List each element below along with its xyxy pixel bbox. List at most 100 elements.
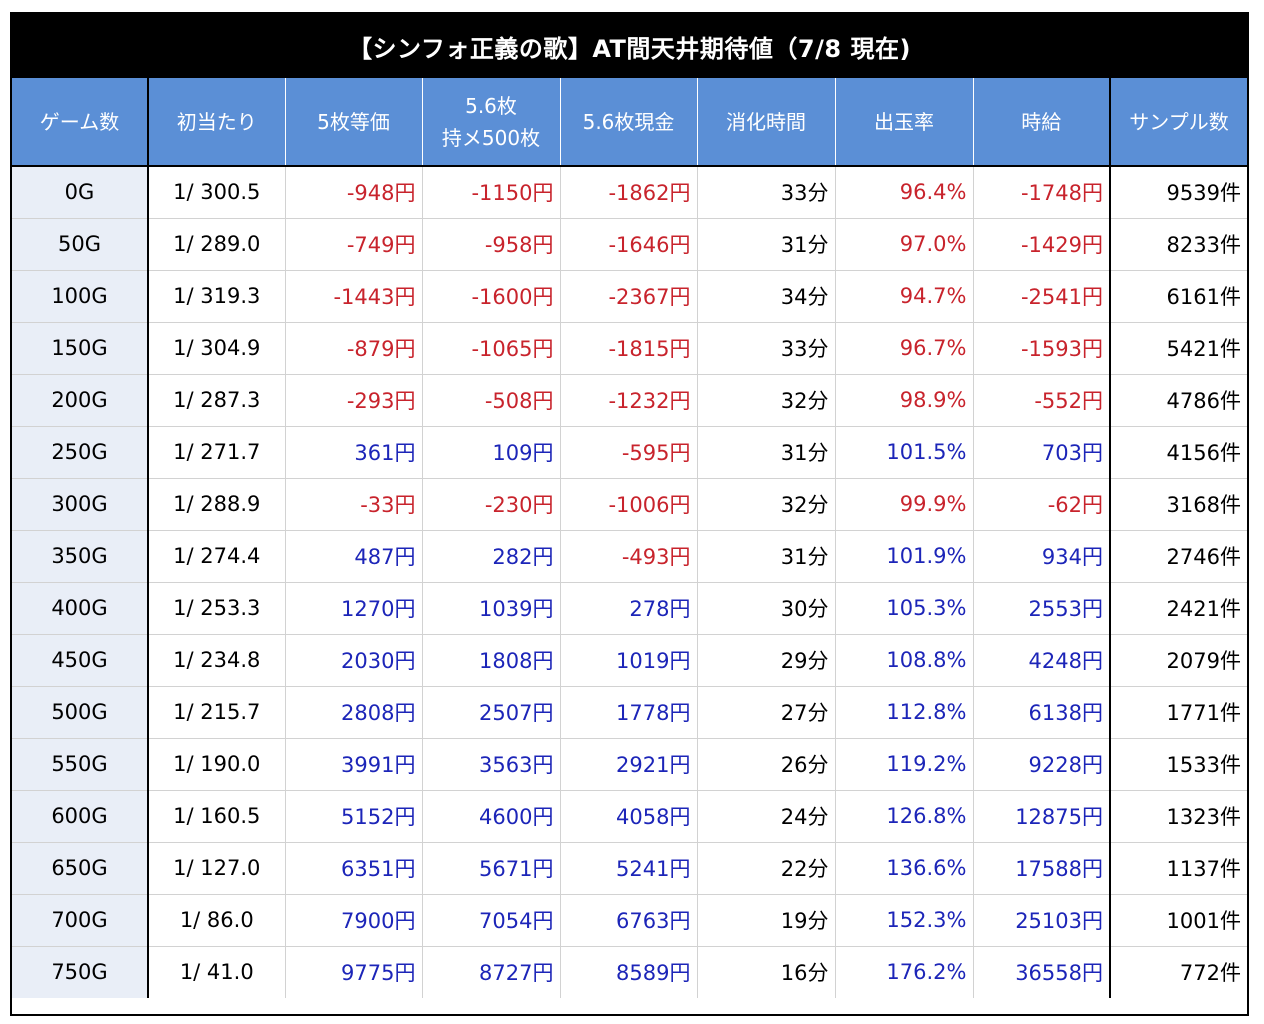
header-game-count: ゲーム数 — [12, 78, 148, 167]
cell-first-hit: 1/ 253.3 — [147, 582, 285, 635]
expected-value-sheet: 【シンフォ正義の歌】AT間天井期待値（7/8 現在) ゲーム数 初当たり 5枚等… — [10, 12, 1249, 1016]
cell-5-6-cash: -1232円 — [559, 374, 697, 427]
cell-sample-count: 1323件 — [1109, 790, 1247, 843]
cell-payout-rate: 94.7% — [834, 270, 973, 323]
cell-hourly-wage: -1748円 — [972, 166, 1110, 219]
header-play-time: 消化時間 — [696, 78, 835, 167]
cell-sample-count: 1001件 — [1109, 894, 1247, 947]
table-row: 100G 1/ 319.3 -1443円 -1600円 -2367円 34分 94.7% -2… — [12, 270, 1247, 323]
cell-sample-count: 772件 — [1109, 946, 1247, 998]
cell-5-equal: 1270円 — [284, 582, 422, 635]
cell-5-6-mochi: 7054円 — [421, 894, 560, 947]
cell-sample-count: 9539件 — [1109, 166, 1247, 219]
cell-payout-rate: 112.8% — [834, 686, 973, 739]
cell-first-hit: 1/ 300.5 — [147, 166, 285, 219]
cell-sample-count: 4786件 — [1109, 374, 1247, 427]
table-row: 200G 1/ 287.3 -293円 -508円 -1232円 32分 98.9% -552… — [12, 374, 1247, 427]
cell-sample-count: 2746件 — [1109, 530, 1247, 583]
cell-payout-rate: 97.0% — [834, 218, 973, 271]
cell-game-count: 200G — [12, 374, 148, 427]
cell-play-time: 31分 — [696, 218, 835, 271]
cell-first-hit: 1/ 271.7 — [147, 426, 285, 479]
cell-5-6-mochi: 8727円 — [421, 946, 560, 998]
header-row: ゲーム数 初当たり 5枚等価 5.6枚 持メ500枚 5.6枚現金 消化時間 出… — [12, 78, 1247, 167]
cell-game-count: 550G — [12, 738, 148, 791]
cell-play-time: 32分 — [696, 374, 835, 427]
header-5-equal: 5枚等価 — [284, 78, 422, 167]
cell-sample-count: 4156件 — [1109, 426, 1247, 479]
cell-5-equal: 2030円 — [284, 634, 422, 687]
cell-payout-rate: 108.8% — [834, 634, 973, 687]
table-row: 750G 1/ 41.0 9775円 8727円 8589円 16分 176.2% 36558… — [12, 946, 1247, 998]
cell-5-6-mochi: -230円 — [421, 478, 560, 531]
table-row: 700G 1/ 86.0 7900円 7054円 6763円 19分 152.3% 25103… — [12, 894, 1247, 947]
cell-5-equal: 361円 — [284, 426, 422, 479]
cell-hourly-wage: 2553円 — [972, 582, 1110, 635]
table-row: 500G 1/ 215.7 2808円 2507円 1778円 27分 112.8% 6138… — [12, 686, 1247, 739]
cell-game-count: 650G — [12, 842, 148, 895]
cell-5-6-cash: 278円 — [559, 582, 697, 635]
cell-5-6-cash: -493円 — [559, 530, 697, 583]
cell-hourly-wage: 12875円 — [972, 790, 1110, 843]
cell-5-6-mochi: -958円 — [421, 218, 560, 271]
cell-game-count: 500G — [12, 686, 148, 739]
cell-hourly-wage: 36558円 — [972, 946, 1110, 998]
header-first-hit: 初当たり — [147, 78, 285, 167]
cell-hourly-wage: -62円 — [972, 478, 1110, 531]
cell-play-time: 26分 — [696, 738, 835, 791]
table-row: 400G 1/ 253.3 1270円 1039円 278円 30分 105.3% 2553円… — [12, 582, 1247, 635]
cell-sample-count: 2079件 — [1109, 634, 1247, 687]
cell-first-hit: 1/ 274.4 — [147, 530, 285, 583]
cell-5-equal: -948円 — [284, 166, 422, 219]
cell-5-6-cash: 1778円 — [559, 686, 697, 739]
cell-sample-count: 1137件 — [1109, 842, 1247, 895]
cell-5-6-cash: 6763円 — [559, 894, 697, 947]
cell-first-hit: 1/ 287.3 — [147, 374, 285, 427]
cell-5-6-cash: 1019円 — [559, 634, 697, 687]
cell-first-hit: 1/ 234.8 — [147, 634, 285, 687]
header-sample-count: サンプル数 — [1109, 78, 1247, 167]
cell-hourly-wage: 9228円 — [972, 738, 1110, 791]
cell-payout-rate: 176.2% — [834, 946, 973, 998]
cell-5-6-cash: 2921円 — [559, 738, 697, 791]
cell-game-count: 50G — [12, 218, 148, 271]
cell-payout-rate: 101.5% — [834, 426, 973, 479]
cell-game-count: 250G — [12, 426, 148, 479]
cell-sample-count: 5421件 — [1109, 322, 1247, 375]
cell-first-hit: 1/ 190.0 — [147, 738, 285, 791]
cell-5-6-cash: -1815円 — [559, 322, 697, 375]
header-5-6-mochi: 5.6枚 持メ500枚 — [421, 78, 560, 167]
cell-game-count: 600G — [12, 790, 148, 843]
cell-5-6-mochi: 3563円 — [421, 738, 560, 791]
cell-5-equal: 3991円 — [284, 738, 422, 791]
cell-5-6-cash: -1862円 — [559, 166, 697, 219]
cell-game-count: 450G — [12, 634, 148, 687]
table-row: 0G 1/ 300.5 -948円 -1150円 -1862円 33分 96.4% -1748… — [12, 166, 1247, 219]
cell-5-6-cash: -1646円 — [559, 218, 697, 271]
cell-sample-count: 8233件 — [1109, 218, 1247, 271]
cell-payout-rate: 98.9% — [834, 374, 973, 427]
cell-payout-rate: 126.8% — [834, 790, 973, 843]
table-row: 150G 1/ 304.9 -879円 -1065円 -1815円 33分 96.7% -15… — [12, 322, 1247, 375]
cell-play-time: 31分 — [696, 530, 835, 583]
cell-play-time: 29分 — [696, 634, 835, 687]
cell-payout-rate: 99.9% — [834, 478, 973, 531]
cell-5-equal: -879円 — [284, 322, 422, 375]
cell-first-hit: 1/ 86.0 — [147, 894, 285, 947]
cell-play-time: 32分 — [696, 478, 835, 531]
cell-payout-rate: 152.3% — [834, 894, 973, 947]
cell-game-count: 700G — [12, 894, 148, 947]
cell-game-count: 750G — [12, 946, 148, 998]
table-body: 0G 1/ 300.5 -948円 -1150円 -1862円 33分 96.4% -1748… — [12, 166, 1247, 998]
cell-hourly-wage: -552円 — [972, 374, 1110, 427]
cell-play-time: 33分 — [696, 322, 835, 375]
cell-play-time: 33分 — [696, 166, 835, 219]
cell-5-equal: -33円 — [284, 478, 422, 531]
cell-game-count: 100G — [12, 270, 148, 323]
cell-payout-rate: 119.2% — [834, 738, 973, 791]
header-payout-rate: 出玉率 — [834, 78, 973, 167]
cell-hourly-wage: 934円 — [972, 530, 1110, 583]
cell-play-time: 24分 — [696, 790, 835, 843]
cell-game-count: 150G — [12, 322, 148, 375]
cell-5-6-mochi: -508円 — [421, 374, 560, 427]
